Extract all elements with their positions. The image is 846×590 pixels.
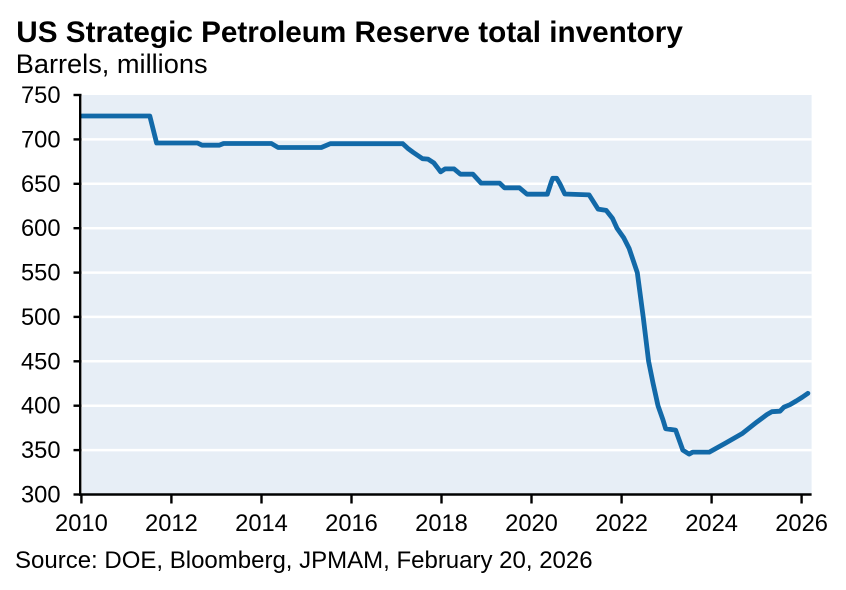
svg-text:300: 300 — [21, 483, 61, 509]
svg-text:500: 500 — [21, 305, 61, 331]
svg-text:750: 750 — [21, 83, 61, 109]
svg-text:550: 550 — [21, 261, 61, 287]
svg-text:2024: 2024 — [685, 511, 738, 537]
svg-text:Barrels, millions: Barrels, millions — [16, 48, 208, 79]
svg-text:2014: 2014 — [235, 511, 288, 537]
svg-text:US Strategic Petroleum Reserve: US Strategic Petroleum Reserve total inv… — [16, 16, 683, 49]
svg-text:2022: 2022 — [595, 511, 648, 537]
svg-text:2018: 2018 — [415, 511, 468, 537]
svg-text:2010: 2010 — [55, 511, 108, 537]
svg-text:700: 700 — [21, 127, 61, 153]
svg-text:350: 350 — [21, 438, 61, 464]
svg-text:2012: 2012 — [145, 511, 198, 537]
svg-text:650: 650 — [21, 172, 61, 198]
svg-text:2016: 2016 — [325, 511, 378, 537]
svg-text:2026: 2026 — [775, 511, 828, 537]
svg-text:600: 600 — [21, 216, 61, 242]
svg-text:2020: 2020 — [505, 511, 558, 537]
svg-text:400: 400 — [21, 394, 61, 420]
svg-text:Source: DOE, Bloomberg, JPMAM,: Source: DOE, Bloomberg, JPMAM, February … — [15, 547, 593, 574]
svg-text:450: 450 — [21, 349, 61, 375]
